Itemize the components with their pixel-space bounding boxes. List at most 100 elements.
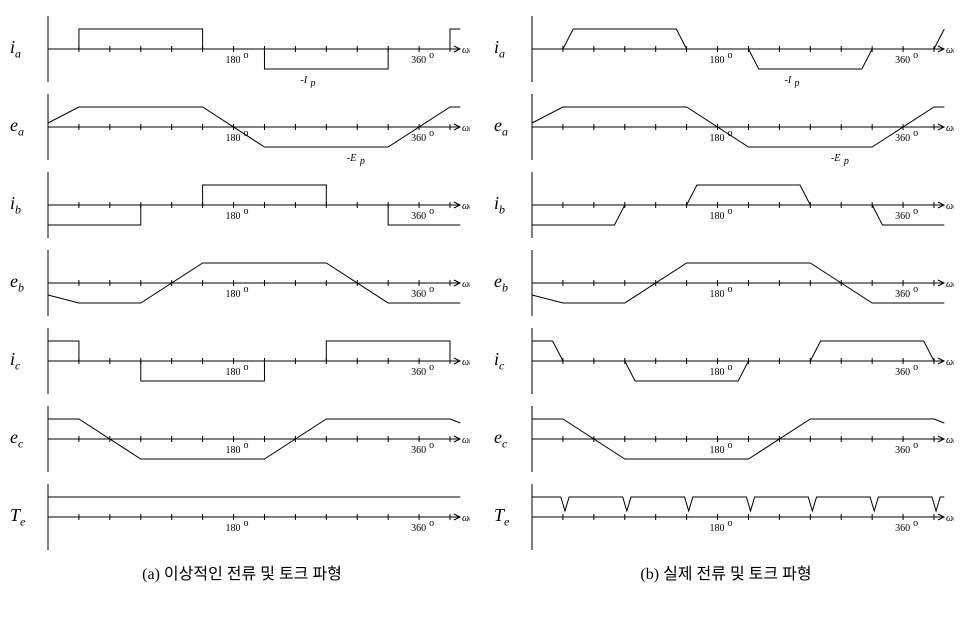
svg-text:180: 180 [710,367,725,378]
svg-text:180: 180 [226,55,241,66]
svg-text:o: o [244,206,249,217]
svg-text:360: 360 [895,367,910,378]
axis-label-i-c: ic [494,349,524,374]
svg-text:o: o [429,128,434,139]
plot-real-T-e: 180o360oωt [524,478,958,556]
svg-text:ωt: ωt [946,123,954,134]
plot-real-i-b: 180o360oωt [524,166,958,244]
svg-text:o: o [244,440,249,451]
axis-label-e-c: ec [494,427,524,452]
plot-real-e-c: 180o360oωt [524,400,958,478]
svg-text:p: p [359,156,365,166]
svg-text:180: 180 [226,211,241,222]
svg-text:-E: -E [831,153,840,164]
svg-text:o: o [429,206,434,217]
waveform-row-i-c: ic 180o360oωt [494,322,958,400]
svg-text:o: o [728,50,733,61]
svg-text:360: 360 [411,523,426,534]
waveform-row-i-c: ic 180o360oωt [10,322,474,400]
svg-text:180: 180 [226,289,241,300]
axis-label-T-e: Te [10,505,40,530]
svg-text:o: o [913,440,918,451]
waveform-row-e-c: ec 180o360oωt [494,400,958,478]
svg-text:o: o [913,362,918,373]
svg-text:ωt: ωt [462,45,470,56]
svg-text:180: 180 [226,523,241,534]
waveform-row-T-e: Te 180o360oωt [10,478,474,556]
svg-text:o: o [244,362,249,373]
svg-text:180: 180 [710,523,725,534]
plot-ideal-e-c: 180o360oωt [40,400,474,478]
svg-text:360: 360 [411,367,426,378]
svg-text:o: o [429,518,434,529]
axis-label-e-a: ea [10,115,40,140]
svg-text:ωt: ωt [462,357,470,368]
waveform-row-e-a: ea 180o360oωt -Ep [10,88,474,166]
svg-text:o: o [244,518,249,529]
column-ideal: ia 180o360oωt -Ip ea 180o360oωt -Ep ib 1… [10,10,474,584]
svg-text:o: o [429,440,434,451]
svg-text:360: 360 [895,133,910,144]
svg-text:o: o [244,50,249,61]
svg-text:ωt: ωt [946,279,954,290]
svg-text:360: 360 [411,55,426,66]
svg-text:o: o [728,362,733,373]
svg-text:o: o [913,128,918,139]
axis-label-i-c: ic [10,349,40,374]
svg-text:180: 180 [710,445,725,456]
plot-ideal-i-c: 180o360oωt [40,322,474,400]
axis-label-e-a: ea [494,115,524,140]
svg-text:o: o [429,362,434,373]
svg-text:360: 360 [895,445,910,456]
svg-text:o: o [728,284,733,295]
column-real: ia 180o360oωt -Ip ea 180o360oωt -Ep ib 1… [494,10,958,584]
svg-text:-E: -E [347,153,356,164]
axis-label-i-b: ib [494,193,524,218]
plot-ideal-i-b: 180o360oωt [40,166,474,244]
waveform-row-i-a: ia 180o360oωt -Ip [494,10,958,88]
svg-text:o: o [913,50,918,61]
svg-text:180: 180 [710,289,725,300]
svg-text:o: o [728,518,733,529]
svg-text:180: 180 [226,445,241,456]
svg-text:-I: -I [785,75,792,86]
svg-text:ωt: ωt [946,45,954,56]
plot-real-e-b: 180o360oωt [524,244,958,322]
axis-label-e-b: eb [494,271,524,296]
svg-text:180: 180 [710,55,725,66]
plot-real-e-a: 180o360oωt -Ep [524,88,958,166]
svg-text:360: 360 [895,211,910,222]
waveform-row-i-a: ia 180o360oωt -Ip [10,10,474,88]
svg-text:-I: -I [301,75,308,86]
svg-text:o: o [913,284,918,295]
axis-label-i-b: ib [10,193,40,218]
svg-text:360: 360 [895,523,910,534]
svg-text:360: 360 [411,211,426,222]
plot-ideal-i-a: 180o360oωt -Ip [40,10,474,88]
svg-text:180: 180 [710,211,725,222]
waveform-row-i-b: ib 180o360oωt [10,166,474,244]
svg-text:ωt: ωt [946,435,954,446]
svg-text:360: 360 [411,289,426,300]
svg-text:180: 180 [226,367,241,378]
svg-text:p: p [794,78,800,88]
caption-real: (b) 실제 전류 및 토크 파형 [494,560,958,584]
waveform-row-e-a: ea 180o360oωt -Ep [494,88,958,166]
axis-label-T-e: Te [494,505,524,530]
axis-label-e-c: ec [10,427,40,452]
svg-text:360: 360 [895,55,910,66]
svg-text:ωt: ωt [946,357,954,368]
svg-text:o: o [429,284,434,295]
svg-text:o: o [913,518,918,529]
svg-text:o: o [728,206,733,217]
figure-columns: ia 180o360oωt -Ip ea 180o360oωt -Ep ib 1… [10,10,958,584]
svg-text:ωt: ωt [462,201,470,212]
caption-ideal: (a) 이상적인 전류 및 토크 파형 [10,560,474,584]
waveform-row-i-b: ib 180o360oωt [494,166,958,244]
svg-text:ωt: ωt [462,279,470,290]
svg-text:180: 180 [710,133,725,144]
svg-text:180: 180 [226,133,241,144]
axis-label-e-b: eb [10,271,40,296]
waveform-row-e-c: ec 180o360oωt [10,400,474,478]
svg-text:p: p [843,156,849,166]
